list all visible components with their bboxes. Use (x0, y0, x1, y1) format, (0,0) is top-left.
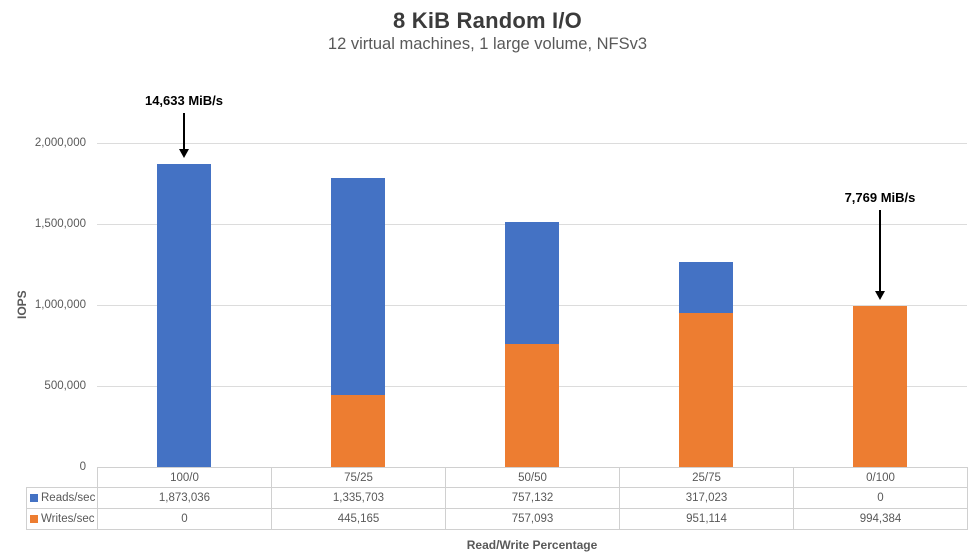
table-series-row: Writes/sec 0 445,165 757,093 951,114 994,384 (26, 508, 968, 530)
table-corner-cell (27, 468, 98, 488)
value-cell: 757,093 (445, 508, 620, 530)
chart-title: 8 KiB Random I/O (393, 8, 582, 33)
table-series-row: Reads/sec 1,873,036 1,335,703 757,132 317,02… (26, 487, 968, 509)
bar-segment-writes-sec (505, 344, 559, 467)
table-category-row: 100/0 75/25 50/50 25/75 0/100 (27, 467, 968, 488)
annotation-label: 7,769 MiB/s (844, 190, 916, 205)
legend-series-name: Reads/sec (41, 492, 96, 504)
category-label-cell: 75/25 (271, 467, 446, 488)
legend-series-name: Writes/sec (41, 513, 95, 525)
bar-stack-25-75 (679, 261, 733, 467)
annotation-label: 14,633 MiB/s (144, 93, 224, 108)
y-axis-tick-label: 1,000,000 (34, 299, 86, 311)
bar-segment-reads-sec (505, 221, 559, 345)
category-label-cell: 50/50 (445, 467, 620, 488)
value-cell: 317,023 (619, 487, 794, 509)
y-axis-tick-label: 1,500,000 (34, 218, 86, 230)
value-cell: 445,165 (271, 508, 446, 530)
category-label-cell: 25/75 (619, 467, 794, 488)
annotation-arrow-shaft (879, 210, 881, 292)
y-axis-tick-label: 0 (79, 461, 86, 473)
annotation-arrow-head (179, 148, 189, 158)
value-cell: 0 (97, 508, 272, 530)
legend-swatch-icon (30, 515, 38, 523)
annotation-arrow (179, 113, 189, 158)
bar-stack-50-50 (505, 221, 559, 467)
legend-key-cell: Writes/sec (26, 508, 98, 530)
value-cell: 0 (793, 487, 968, 509)
value-cell: 1,335,703 (271, 487, 446, 509)
value-cell: 1,873,036 (97, 487, 272, 509)
bar-segment-reads-sec (157, 163, 211, 467)
category-label-cell: 100/0 (97, 467, 272, 488)
bar-stack-100-0 (157, 163, 211, 467)
bar-stack-0-100 (853, 305, 907, 467)
y-axis-tick-label: 2,000,000 (34, 137, 86, 149)
value-cell: 994,384 (793, 508, 968, 530)
annotation-arrow (875, 210, 885, 300)
chart-subtitle: 12 virtual machines, 1 large volume, NFS… (327, 35, 648, 53)
category-label-cell: 0/100 (793, 467, 968, 488)
bar-segment-reads-sec (331, 178, 385, 395)
bar-segment-reads-sec (679, 261, 733, 313)
y-axis-tick-label: 500,000 (44, 380, 86, 392)
x-axis-title: Read/Write Percentage (466, 538, 598, 552)
data-table: 100/0 75/25 50/50 25/75 0/100 Reads/sec 1,873,… (26, 467, 968, 530)
bar-segment-writes-sec (331, 394, 385, 467)
bar-segment-writes-sec (679, 312, 733, 467)
legend-key-cell: Reads/sec (26, 487, 98, 509)
bar-stack-75-25 (331, 178, 385, 467)
value-cell: 757,132 (445, 487, 620, 509)
annotation-arrow-shaft (183, 113, 185, 150)
legend-swatch-icon (30, 494, 38, 502)
annotation-arrow-head (875, 290, 885, 300)
bar-segment-writes-sec (853, 305, 907, 467)
gridline (97, 143, 967, 144)
value-cell: 951,114 (619, 508, 794, 530)
